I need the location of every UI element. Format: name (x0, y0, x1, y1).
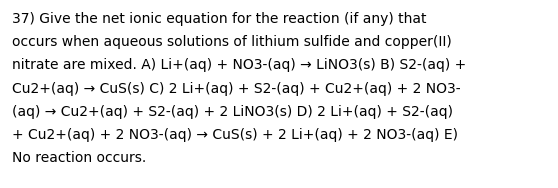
Text: (aq) → Cu2+(aq) + S2-(aq) + 2 LiNO3(s) D) 2 Li+(aq) + S2-(aq): (aq) → Cu2+(aq) + S2-(aq) + 2 LiNO3(s) D… (12, 105, 453, 119)
Text: + Cu2+(aq) + 2 NO3-(aq) → CuS(s) + 2 Li+(aq) + 2 NO3-(aq) E): + Cu2+(aq) + 2 NO3-(aq) → CuS(s) + 2 Li+… (12, 128, 458, 142)
Text: Cu2+(aq) → CuS(s) C) 2 Li+(aq) + S2-(aq) + Cu2+(aq) + 2 NO3-: Cu2+(aq) → CuS(s) C) 2 Li+(aq) + S2-(aq)… (12, 82, 460, 96)
Text: No reaction occurs.: No reaction occurs. (12, 151, 146, 165)
Text: occurs when aqueous solutions of lithium sulfide and copper(II): occurs when aqueous solutions of lithium… (12, 35, 452, 49)
Text: nitrate are mixed. A) Li+(aq) + NO3-(aq) → LiNO3(s) B) S2-(aq) +: nitrate are mixed. A) Li+(aq) + NO3-(aq)… (12, 58, 466, 72)
Text: 37) Give the net ionic equation for the reaction (if any) that: 37) Give the net ionic equation for the … (12, 12, 426, 26)
